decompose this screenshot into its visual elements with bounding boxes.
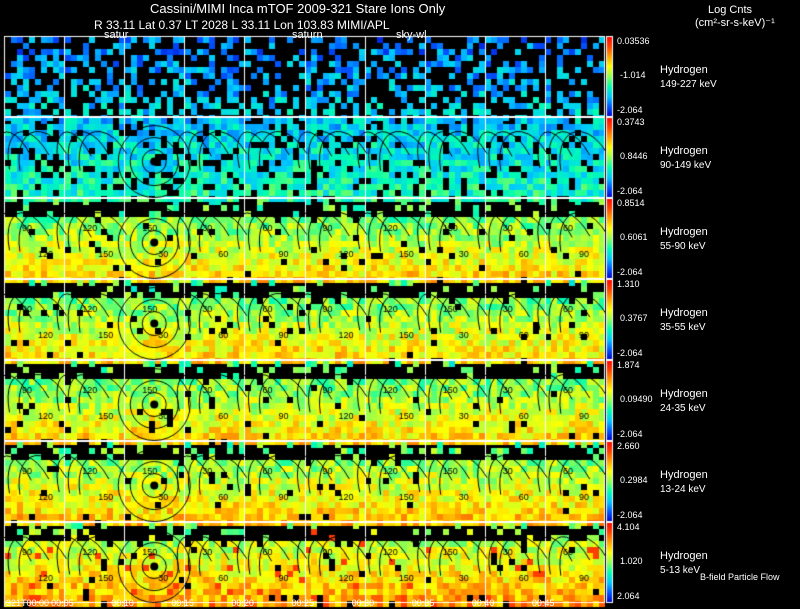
overlay-label-satur: satur [104,29,129,41]
colorbar-mid-label: 0.2984 [620,475,648,485]
colorbar-min-label: -2.064 [617,510,643,520]
overlay-label-saturn: saturn [292,29,323,41]
colorbar-max-label: 1.310 [617,279,640,289]
time-tick-label: 00:15 [171,598,194,608]
panel-species-label: Hydrogen [660,145,708,157]
time-tick-label: 00:10 [111,598,134,608]
panel-energy-label: 24-35 keV [660,403,706,414]
colorbar-min-label: -2.064 [617,186,643,196]
colorbar-mid-label: 0.8446 [620,151,648,161]
colorbar-min-label: -2.064 [617,267,643,277]
orbit-info-line: R 33.11 Lat 0.37 LT 2028 L 33.11 Lon 103… [94,18,390,32]
time-tick-label: 00:30 [351,598,375,608]
panel-energy-label: 55-90 keV [660,241,706,252]
chart-title: Cassini/MIMI Inca mTOF 2009-321 Stare Io… [150,1,446,16]
colorbar-mid-label: 0.6061 [620,232,648,242]
bfield-particle-flow-label: B-field Particle Flow [700,572,780,582]
overlay-label-sky: sky-wl [396,29,427,41]
time-tick-label: 00:05 [51,598,74,608]
colorbar-min-label: -2.064 [617,105,643,115]
time-tick-label: 321T00:00 [6,598,50,608]
colorbar-min-label: -2.064 [617,429,643,439]
colorbar-max-label: 2.660 [617,441,640,451]
colorbar-max-label: 4.104 [617,522,640,532]
colorbar-units-line2: (cm²-sr-s-keV)⁻¹ [695,17,775,29]
colorbar-min-label: -2.064 [617,348,643,358]
colorbar-mid-label: 0.3767 [620,313,648,323]
colorbar-max-label: 0.03536 [617,36,650,46]
colorbar-mid-label: 0.09490 [620,394,653,404]
time-tick-label: 00:20 [231,598,254,608]
colorbar-max-label: 1.874 [617,360,640,370]
colorbar-min-label: 2.064 [617,591,640,601]
time-tick-label: 00:40 [471,598,495,608]
panel-species-label: Hydrogen [660,550,708,562]
panel-energy-label: 90-149 keV [660,160,712,171]
panel-species-label: Hydrogen [660,388,708,400]
panel-energy-label: 149-227 keV [660,79,717,90]
colorbar-units-line1: Log Cnts [708,4,753,16]
colorbar-mid-label: -1.014 [620,70,646,80]
panel-energy-label: 13-24 keV [660,484,706,495]
panel-species-label: Hydrogen [660,469,708,481]
colorbar-max-label: 0.3743 [617,117,645,127]
colorbar-mid-label: 1.020 [620,556,643,566]
time-tick-label: 00:35 [411,598,435,608]
panel-energy-label: 5-13 keV [660,565,701,576]
panel-energy-label: 35-55 keV [660,322,706,333]
panel-species-label: Hydrogen [660,307,708,319]
panel-species-label: Hydrogen [660,64,708,76]
panel-species-label: Hydrogen [660,226,708,238]
time-tick-label: 00:45 [531,598,555,608]
colorbar-max-label: 0.8514 [617,198,645,208]
time-tick-label: 00:25 [291,598,315,608]
